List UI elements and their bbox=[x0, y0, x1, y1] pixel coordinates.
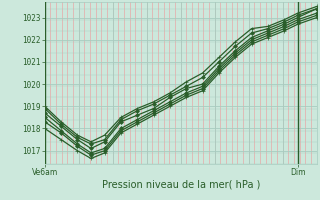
X-axis label: Pression niveau de la mer( hPa ): Pression niveau de la mer( hPa ) bbox=[102, 180, 260, 190]
